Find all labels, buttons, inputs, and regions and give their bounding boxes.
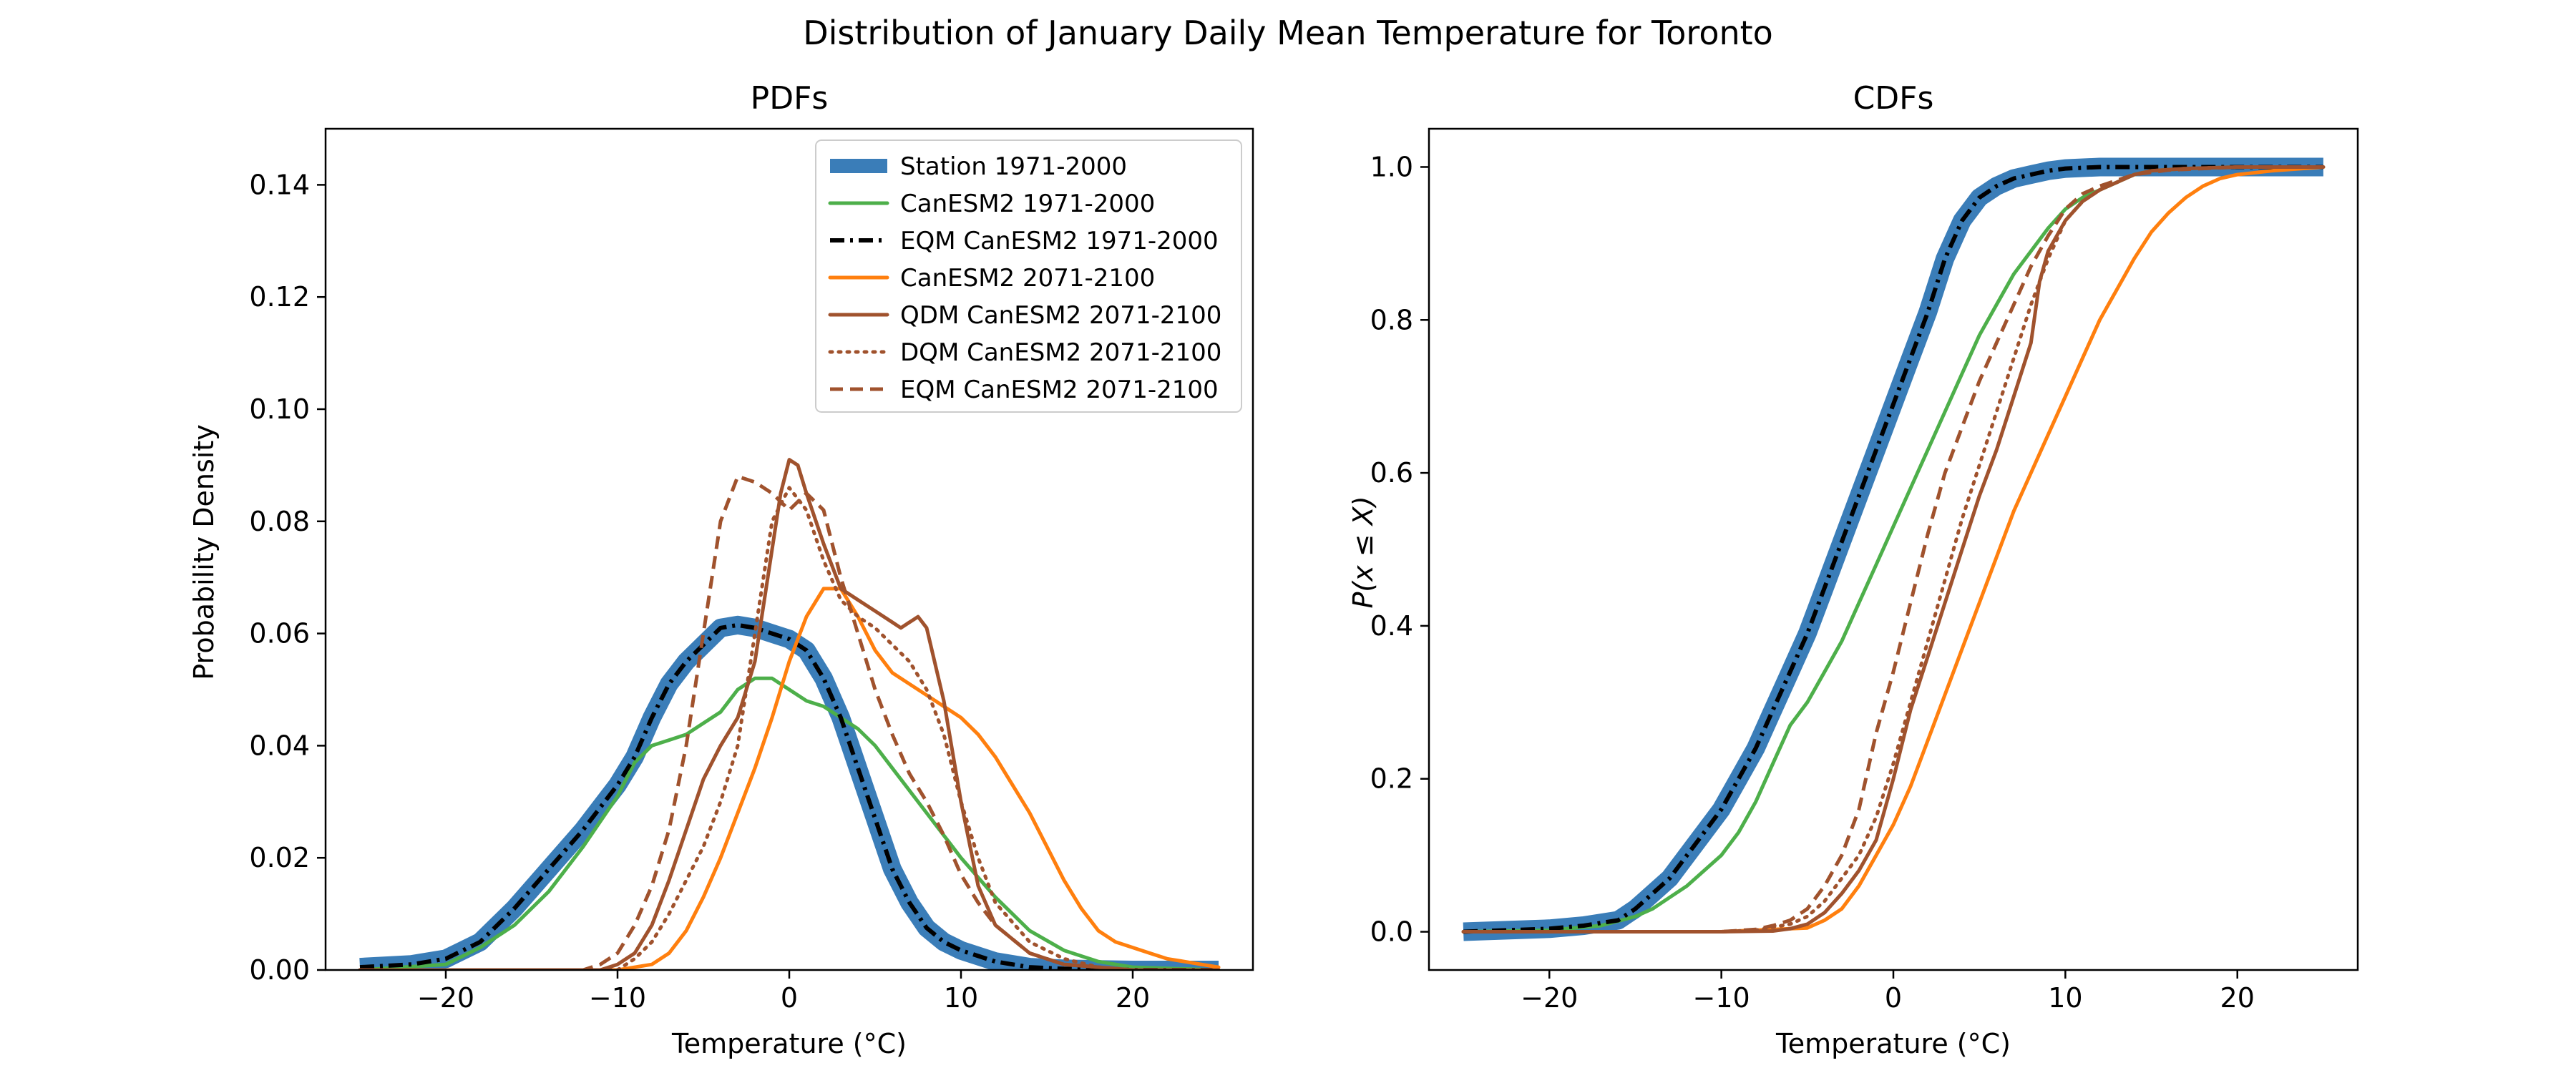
x-tick-label: 10 — [2048, 982, 2082, 1014]
series-line-qdm-canesm2-2071-2100 — [1461, 165, 2326, 934]
y-tick-label: 0.0 — [1370, 916, 1413, 948]
pdf-xlabel: Temperature (°C) — [671, 1028, 907, 1059]
cdf-plot: −20 −10 0 10 20 0.0 0.2 0.4 0.6 0.8 1.0 — [1370, 127, 2359, 1014]
pdf-title: PDFs — [751, 80, 829, 117]
y-tick-label: 1.0 — [1370, 151, 1413, 182]
x-tick-label: −20 — [1521, 982, 1578, 1014]
pdf-panel: PDFs −20 −10 0 10 20 0.00 0.02 0.04 0.06 0.08 0.10… — [188, 80, 1254, 1059]
x-tick-label: 0 — [781, 982, 798, 1014]
series-lines — [358, 458, 1221, 970]
legend-box — [815, 139, 1242, 413]
series-line-dqm-canesm2-2071-2100 — [1461, 165, 2326, 934]
legend-item-dqm-canesm2-2071-2100: DQM CanESM2 2071-2100 — [828, 338, 1221, 367]
y-tick-label: 0.08 — [249, 506, 310, 537]
series-line-canesm2-2071-2100 — [1461, 165, 2326, 934]
legend-item-eqm-canesm2-1971-2000: EQM CanESM2 1971-2000 — [830, 227, 1219, 255]
y-tick-label: 0.06 — [249, 618, 310, 650]
legend-item-eqm-canesm2-2071-2100: EQM CanESM2 2071-2100 — [830, 376, 1219, 404]
x-tick-label: 20 — [2220, 982, 2255, 1014]
y-tick-label: 0.04 — [249, 730, 310, 761]
y-tick-label: 0.02 — [249, 842, 310, 873]
axes-frame — [1428, 127, 2359, 971]
legend-item-qdm-canesm2-2071-2100: QDM CanESM2 2071-2100 — [828, 301, 1221, 330]
legend-item-station-1971-2000: Station 1971-2000 — [830, 152, 1127, 181]
x-tick-label: 20 — [1116, 982, 1150, 1014]
legend-item-canesm2-2071-2100: CanESM2 2071-2100 — [828, 264, 1155, 293]
legend-label: EQM CanESM2 2071-2100 — [900, 376, 1219, 404]
series-line-station-1971-2000 — [1463, 157, 2323, 941]
y-tick-label: 0.8 — [1370, 304, 1413, 335]
series-line-eqm-canesm2-1971-2000 — [359, 622, 1219, 970]
series-lines — [1461, 157, 2326, 941]
legend-label: QDM CanESM2 2071-2100 — [900, 301, 1221, 330]
series-line-dqm-canesm2-2071-2100 — [358, 486, 1221, 970]
x-tick-label: −10 — [1693, 982, 1750, 1014]
series-line-eqm-canesm2-1971-2000 — [1463, 165, 2323, 934]
x-tick-label: 0 — [1885, 982, 1902, 1014]
cdf-xlabel: Temperature (°C) — [1775, 1028, 2011, 1059]
legend-label: CanESM2 1971-2000 — [900, 190, 1155, 218]
series-line-canesm2-1971-2000 — [358, 676, 1221, 970]
legend-label: Station 1971-2000 — [900, 152, 1127, 181]
y-tick-label: 0.14 — [249, 169, 310, 200]
series-line-qdm-canesm2-2071-2100 — [358, 458, 1221, 970]
series-line-canesm2-2071-2100 — [358, 587, 1221, 970]
y-tick-label: 0.4 — [1370, 610, 1413, 642]
y-tick-label: 0.12 — [249, 281, 310, 313]
y-tick-label: 0.2 — [1370, 763, 1413, 795]
y-tick-label: 0.6 — [1370, 457, 1413, 489]
x-tick-label: −20 — [417, 982, 474, 1014]
y-tick-label: 0.00 — [249, 954, 310, 986]
series-line-canesm2-1971-2000 — [1461, 165, 2326, 934]
series-line-eqm-canesm2-2071-2100 — [1463, 165, 2323, 934]
legend-label: DQM CanESM2 2071-2100 — [900, 338, 1221, 367]
series-line-eqm-canesm2-2071-2100 — [360, 474, 1219, 970]
legend: Station 1971-2000 CanESM2 1971-2000 EQM Ca… — [815, 139, 1242, 413]
pdf-plot: −20 −10 0 10 20 0.00 0.02 0.04 0.06 0.08 0.10 0.12 0… — [249, 127, 1254, 1014]
x-tick-label: 10 — [944, 982, 978, 1014]
cdf-panel: CDFs −20 −10 0 10 20 0.0 0.2 0.4 0.6 0.8 1.0 Tempe… — [1347, 80, 2359, 1059]
pdf-ylabel: Probability Density — [188, 424, 220, 680]
legend-item-canesm2-1971-2000: CanESM2 1971-2000 — [828, 190, 1155, 218]
legend-label: EQM CanESM2 1971-2000 — [900, 227, 1219, 255]
cdf-ylabel: P(x ≤ X) — [1347, 496, 1379, 608]
x-tick-label: −10 — [589, 982, 646, 1014]
legend-label: CanESM2 2071-2100 — [900, 264, 1155, 293]
figure-title: Distribution of January Daily Mean Tempe… — [803, 14, 1773, 52]
y-tick-label: 0.10 — [249, 393, 310, 425]
cdf-title: CDFs — [1853, 80, 1934, 117]
